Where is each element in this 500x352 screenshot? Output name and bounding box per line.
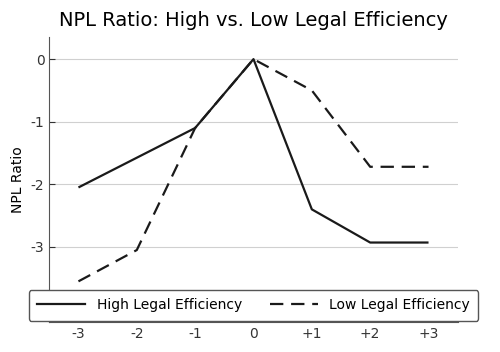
High Legal Efficiency [192, 126, 198, 130]
High Legal Efficiency [426, 240, 432, 245]
Low Legal Efficiency [367, 165, 373, 169]
Title: NPL Ratio: High vs. Low Legal Efficiency: NPL Ratio: High vs. Low Legal Efficiency [59, 11, 448, 30]
Low Legal Efficiency [76, 279, 82, 283]
Y-axis label: NPL Ratio: NPL Ratio [11, 146, 25, 213]
High Legal Efficiency [367, 240, 373, 245]
Low Legal Efficiency [134, 248, 140, 252]
Low Legal Efficiency [250, 57, 256, 61]
High Legal Efficiency [76, 186, 82, 190]
Line: Low Legal Efficiency: Low Legal Efficiency [78, 59, 428, 281]
High Legal Efficiency [309, 207, 315, 212]
Legend: High Legal Efficiency, Low Legal Efficiency: High Legal Efficiency, Low Legal Efficie… [28, 290, 478, 321]
Low Legal Efficiency [426, 165, 432, 169]
Low Legal Efficiency [192, 126, 198, 130]
Line: High Legal Efficiency: High Legal Efficiency [78, 59, 428, 243]
Low Legal Efficiency [309, 88, 315, 93]
High Legal Efficiency [250, 57, 256, 61]
